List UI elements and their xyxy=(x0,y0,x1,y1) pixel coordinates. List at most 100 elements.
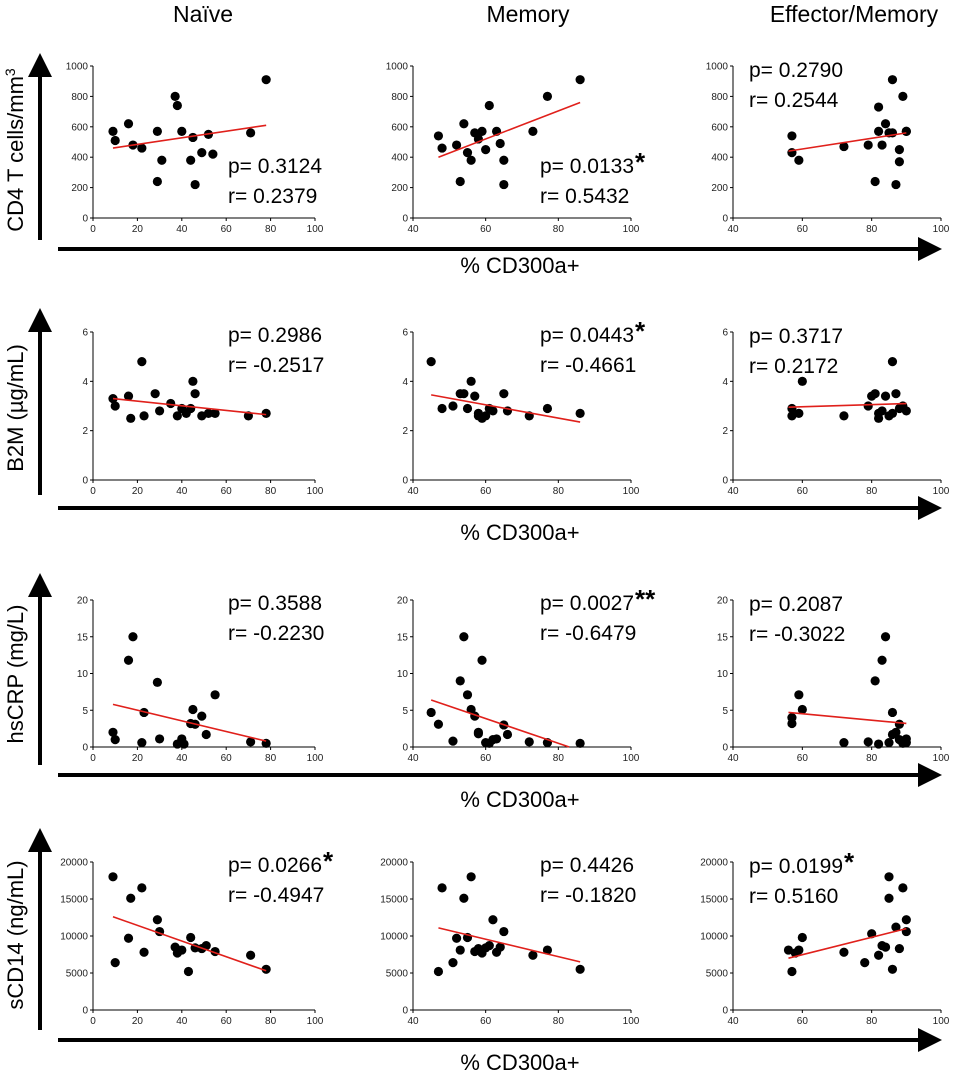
x-tick-label: 100 xyxy=(623,1016,640,1027)
x-tick-label: 100 xyxy=(933,224,950,235)
data-point xyxy=(542,945,553,955)
data-point xyxy=(491,734,502,744)
r-value-label: r= 0.2172 xyxy=(749,355,838,378)
data-point xyxy=(898,91,908,101)
data-point xyxy=(203,408,214,418)
r-value-label: r= -0.4661 xyxy=(540,354,636,377)
data-point xyxy=(870,176,880,187)
data-point xyxy=(462,148,473,158)
data-point xyxy=(455,676,465,686)
r-value-label: r= 0.5432 xyxy=(540,185,629,208)
panel-cd4-naive: 0 200 400 600 800 1000 0 20 40 60 80 100 p= 0.3124 r=… xyxy=(66,62,324,236)
row4-y-label: sCD14 (ng/mL) xyxy=(3,860,28,1009)
row1-x-label: % CD300a+ xyxy=(460,253,579,278)
y-tick-label: 0 xyxy=(402,214,408,225)
data-point xyxy=(246,950,256,960)
y-tick-label: 10 xyxy=(77,669,89,680)
data-point xyxy=(495,138,505,149)
data-point xyxy=(179,739,189,749)
data-point xyxy=(874,739,884,749)
y-tick-label: 400 xyxy=(71,153,88,164)
data-point xyxy=(884,737,894,748)
data-point xyxy=(188,376,198,386)
data-point xyxy=(437,143,447,153)
regression-line xyxy=(112,703,267,742)
x-tick-label: 0 xyxy=(90,1016,96,1027)
data-point xyxy=(528,950,538,960)
data-point xyxy=(884,893,894,903)
y-tick-label: 6 xyxy=(402,328,408,339)
data-point xyxy=(499,179,509,190)
row2-x-label: % CD300a+ xyxy=(460,520,579,545)
y-tick-label: 10000 xyxy=(700,932,728,943)
y-tick-label: 15 xyxy=(397,632,409,643)
data-point xyxy=(166,398,176,409)
x-tick-label: 20 xyxy=(132,486,144,497)
data-point xyxy=(123,391,134,401)
y-tick-label: 200 xyxy=(711,183,728,194)
data-point xyxy=(870,389,880,399)
data-point xyxy=(261,408,271,418)
data-point xyxy=(787,411,797,421)
y-tick-label: 0 xyxy=(722,743,728,754)
data-point xyxy=(459,119,469,129)
data-point xyxy=(190,389,200,399)
x-tick-label: 40 xyxy=(727,486,739,497)
data-point xyxy=(452,933,462,943)
y-tick-label: 0 xyxy=(82,743,88,754)
column-title-effector-memory: Effector/Memory xyxy=(770,1,939,27)
x-tick-label: 60 xyxy=(221,224,233,235)
data-point xyxy=(575,75,585,85)
y-tick-label: 10 xyxy=(397,669,409,680)
regression-line xyxy=(788,402,907,409)
data-point xyxy=(110,958,120,968)
data-point xyxy=(874,950,884,960)
data-point xyxy=(880,391,891,401)
regression-line xyxy=(112,916,267,972)
panel-scd14-effmem: 0 5000 10000 15000 20000 40 60 80 100 p= 0.0199 * r… xyxy=(700,847,950,1027)
data-point xyxy=(484,941,494,951)
x-tick-label: 40 xyxy=(176,486,188,497)
regression-line xyxy=(431,394,581,423)
y-tick-label: 5000 xyxy=(66,969,89,980)
y-tick-label: 5 xyxy=(722,706,728,717)
p-value-label: p= 0.3717 xyxy=(749,325,843,348)
data-point xyxy=(433,966,444,977)
data-point xyxy=(863,737,873,747)
row2-y-label: B2M (µg/mL) xyxy=(3,344,28,472)
x-tick-label: 80 xyxy=(265,1016,277,1027)
data-point xyxy=(477,655,487,665)
data-point xyxy=(137,357,147,367)
x-tick-label: 0 xyxy=(90,224,96,235)
y-tick-label: 2 xyxy=(82,426,88,437)
data-point xyxy=(437,403,447,414)
regression-line xyxy=(438,927,581,963)
data-point xyxy=(123,933,134,943)
x-tick-label: 80 xyxy=(265,224,277,235)
p-value-label: p= 0.0443 xyxy=(540,324,634,347)
x-tick-label: 60 xyxy=(221,753,233,764)
data-point xyxy=(201,729,211,740)
x-tick-label: 60 xyxy=(797,486,809,497)
y-tick-label: 200 xyxy=(71,183,88,194)
y-tick-label: 400 xyxy=(391,153,408,164)
r-value-label: r= 0.2544 xyxy=(749,89,839,112)
y-tick-label: 10 xyxy=(717,669,729,680)
data-point xyxy=(877,655,887,665)
data-point xyxy=(481,145,491,155)
x-tick-label: 100 xyxy=(307,486,324,497)
data-point xyxy=(139,947,149,957)
y-tick-label: 20000 xyxy=(380,858,408,869)
data-point xyxy=(901,926,911,937)
data-point xyxy=(137,883,147,893)
p-value-label: p= 0.2986 xyxy=(228,324,322,347)
data-point xyxy=(128,632,138,642)
p-value-label: p= 0.0027 xyxy=(540,592,634,615)
x-tick-label: 60 xyxy=(480,1016,492,1027)
y-tick-label: 15 xyxy=(77,632,89,643)
data-point xyxy=(901,734,911,744)
x-tick-label: 100 xyxy=(307,753,324,764)
data-point xyxy=(210,408,220,418)
data-point xyxy=(137,143,147,153)
